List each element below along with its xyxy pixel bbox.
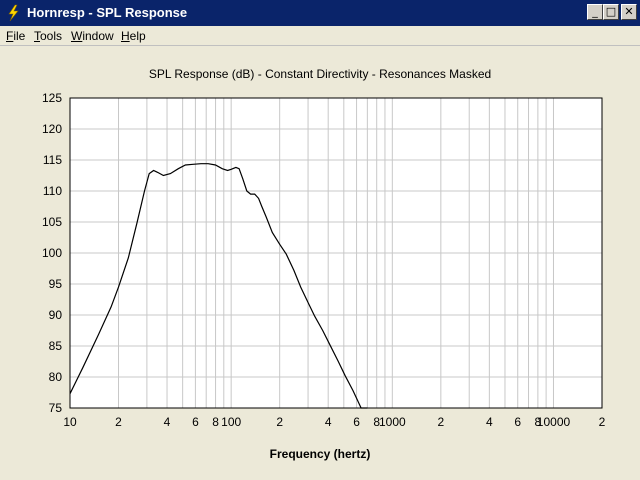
x-tick-label: 1000 xyxy=(379,415,406,429)
lightning-bolt-icon xyxy=(5,4,21,22)
menu-window[interactable]: Window xyxy=(71,29,114,43)
x-tick-label: 6 xyxy=(192,415,199,429)
plot-border xyxy=(69,97,603,409)
x-tick-label: 8 xyxy=(535,415,542,429)
x-tick-label: 2 xyxy=(599,415,606,429)
y-tick-label: 105 xyxy=(42,215,62,229)
menu-bar: File Tools Window Help xyxy=(0,26,640,46)
maximize-button[interactable]: □ xyxy=(603,4,619,20)
y-tick-label: 90 xyxy=(49,308,63,322)
x-tick-label: 6 xyxy=(353,415,360,429)
minimize-button[interactable]: _ xyxy=(587,4,603,20)
y-tick-label: 110 xyxy=(43,184,62,198)
x-tick-label: 4 xyxy=(325,415,332,429)
y-tick-label: 120 xyxy=(42,122,62,136)
close-button[interactable]: ✕ xyxy=(621,4,637,20)
menu-help[interactable]: Help xyxy=(121,29,146,43)
x-tick-label: 4 xyxy=(164,415,171,429)
x-tick-label: 100 xyxy=(221,415,241,429)
window-title: Hornresp - SPL Response xyxy=(27,5,188,20)
menu-file[interactable]: File xyxy=(6,29,26,43)
menu-tools[interactable]: Tools xyxy=(34,29,63,43)
x-tick-label: 2 xyxy=(437,415,444,429)
x-axis-label: Frequency (hertz) xyxy=(269,447,371,461)
x-tick-label: 8 xyxy=(212,415,219,429)
x-tick-label: 2 xyxy=(276,415,283,429)
spl-response-line xyxy=(69,163,368,409)
y-tick-label: 115 xyxy=(43,153,62,167)
x-tick-label: 4 xyxy=(486,415,493,429)
x-tick-label: 10000 xyxy=(537,415,571,429)
chart-area: SPL Response (dB) - Constant Directivity… xyxy=(0,47,640,480)
x-tick-label: 6 xyxy=(514,415,521,429)
x-tick-label: 8 xyxy=(373,415,380,429)
y-tick-label: 80 xyxy=(49,370,63,384)
chart-title: SPL Response (dB) - Constant Directivity… xyxy=(148,67,492,81)
y-tick-label: 75 xyxy=(49,401,63,415)
y-tick-label: 100 xyxy=(42,246,62,260)
y-tick-label: 125 xyxy=(42,91,62,105)
y-tick-label: 85 xyxy=(49,339,63,353)
title-bar[interactable]: Hornresp - SPL Response _ □ ✕ xyxy=(0,0,640,26)
y-tick-label: 95 xyxy=(49,277,63,291)
x-tick-label: 10 xyxy=(63,415,77,429)
x-tick-label: 2 xyxy=(115,415,122,429)
